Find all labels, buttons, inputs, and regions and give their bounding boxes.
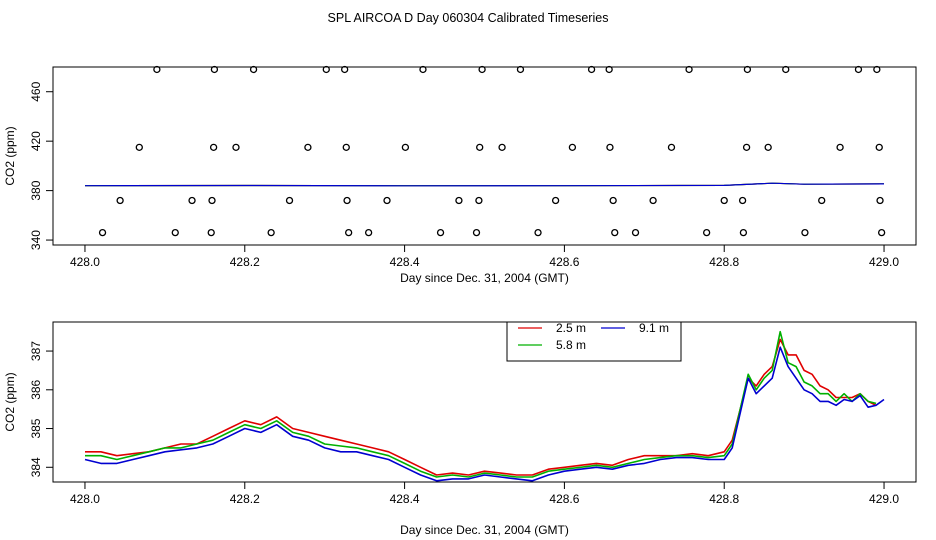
y-axis-label: CO2 (ppm) xyxy=(3,126,17,185)
x-tick-label: 428.6 xyxy=(549,255,579,269)
scatter-point xyxy=(116,196,124,205)
scatter-point xyxy=(739,228,748,237)
x-tick-label: 428.0 xyxy=(70,255,100,269)
scatter-point xyxy=(210,65,219,74)
scatter-point xyxy=(649,196,657,205)
scatter-point xyxy=(208,196,216,205)
legend-label: 9.1 m xyxy=(639,321,669,335)
series-line-2-5-m xyxy=(85,338,877,476)
scatter-point xyxy=(188,196,196,205)
scatter-point xyxy=(436,228,445,237)
scatter-point xyxy=(873,65,881,74)
y-tick-label: 460 xyxy=(29,81,43,101)
y-tick-label: 386 xyxy=(29,379,43,399)
scatter-point xyxy=(476,143,484,151)
scatter-point xyxy=(685,65,693,74)
scatter-point xyxy=(98,228,107,237)
legend-label: 5.8 m xyxy=(556,338,586,352)
scatter-point xyxy=(475,196,483,205)
scatter-point xyxy=(743,65,752,74)
scatter-point xyxy=(876,196,884,205)
series-line-9-1-m xyxy=(84,346,885,482)
scatter-point xyxy=(207,228,215,237)
x-axis-label: Day since Dec. 31, 2004 (GMT) xyxy=(400,523,569,537)
x-tick-label: 429.0 xyxy=(869,255,899,269)
x-tick-label: 428.4 xyxy=(390,255,420,269)
scatter-point xyxy=(587,65,596,74)
scatter-point xyxy=(232,143,240,151)
scatter-point xyxy=(877,228,886,237)
x-tick-label: 428.6 xyxy=(549,492,579,506)
y-tick-label: 385 xyxy=(29,418,43,438)
x-tick-label: 429.0 xyxy=(869,492,899,506)
plot-frame xyxy=(52,66,917,246)
scatter-panel: 428.0 428.2 428.4 428.6 428.8 429.0 340 380 420 4… xyxy=(3,65,917,285)
scatter-point xyxy=(875,143,883,151)
scatter-point xyxy=(534,228,542,237)
scatter-point xyxy=(478,65,486,74)
scatter-point xyxy=(764,143,772,151)
scatter-point xyxy=(455,196,463,205)
figure-title: SPL AIRCOA D Day 060304 Calibrated Times… xyxy=(328,11,609,25)
scatter-point xyxy=(720,196,728,205)
line-panel: 428.0 428.2 428.4 428.6 428.8 429.0 384 385 386 3… xyxy=(3,321,917,537)
scatter-point xyxy=(609,196,617,205)
series-line-9-1-m xyxy=(84,182,885,187)
scatter-point xyxy=(383,196,391,205)
scatter-point xyxy=(667,143,676,151)
x-tick-label: 428.8 xyxy=(709,492,739,506)
plot-frame xyxy=(52,321,917,483)
scatter-point xyxy=(742,143,751,151)
scatter-point xyxy=(267,228,275,237)
scatter-point xyxy=(498,143,506,151)
scatter-point xyxy=(343,196,351,205)
scatter-point xyxy=(322,65,330,74)
scatter-point xyxy=(551,196,560,205)
x-tick-label: 428.2 xyxy=(230,255,260,269)
scatter-point xyxy=(209,143,218,151)
scatter-point xyxy=(153,65,161,74)
scatter-point xyxy=(568,143,577,151)
x-tick-label: 428.2 xyxy=(230,492,260,506)
x-tick-label: 428.4 xyxy=(390,492,420,506)
scatter-point xyxy=(341,65,349,74)
scatter-point xyxy=(702,228,711,237)
legend: 2.5 m 5.8 m 9.1 m xyxy=(506,321,682,362)
scatter-point xyxy=(364,228,373,237)
y-tick-label: 384 xyxy=(29,457,43,477)
x-axis-label: Day since Dec. 31, 2004 (GMT) xyxy=(400,271,569,285)
scatter-point xyxy=(611,228,619,237)
scatter-point xyxy=(818,196,826,205)
legend-label: 2.5 m xyxy=(556,321,586,335)
y-axis-label: CO2 (ppm) xyxy=(3,372,17,431)
scatter-point xyxy=(606,143,614,151)
scatter-point xyxy=(605,65,613,74)
scatter-point xyxy=(304,143,312,151)
scatter-point xyxy=(345,228,353,237)
y-tick-label: 387 xyxy=(29,341,43,361)
y-tick-label: 380 xyxy=(29,180,43,200)
y-tick-label: 340 xyxy=(29,230,43,250)
x-tick-label: 428.0 xyxy=(70,492,100,506)
scatter-point xyxy=(801,228,809,237)
y-tick-label: 420 xyxy=(29,131,43,151)
scatter-point xyxy=(249,65,258,74)
scatter-point xyxy=(516,65,525,74)
scatter-point xyxy=(472,228,481,237)
scatter-point xyxy=(171,228,179,237)
scatter-point xyxy=(836,143,844,151)
scatter-point xyxy=(738,196,747,205)
x-tick-label: 428.8 xyxy=(709,255,739,269)
scatter-point xyxy=(401,143,410,151)
scatter-point xyxy=(854,65,863,74)
scatter-point xyxy=(342,143,350,151)
scatter-point xyxy=(419,65,427,74)
scatter-point xyxy=(285,196,294,205)
scatter-point xyxy=(135,143,143,151)
scatter-point xyxy=(782,65,790,74)
scatter-point xyxy=(631,228,640,237)
series-line-5-8-m xyxy=(85,330,877,478)
